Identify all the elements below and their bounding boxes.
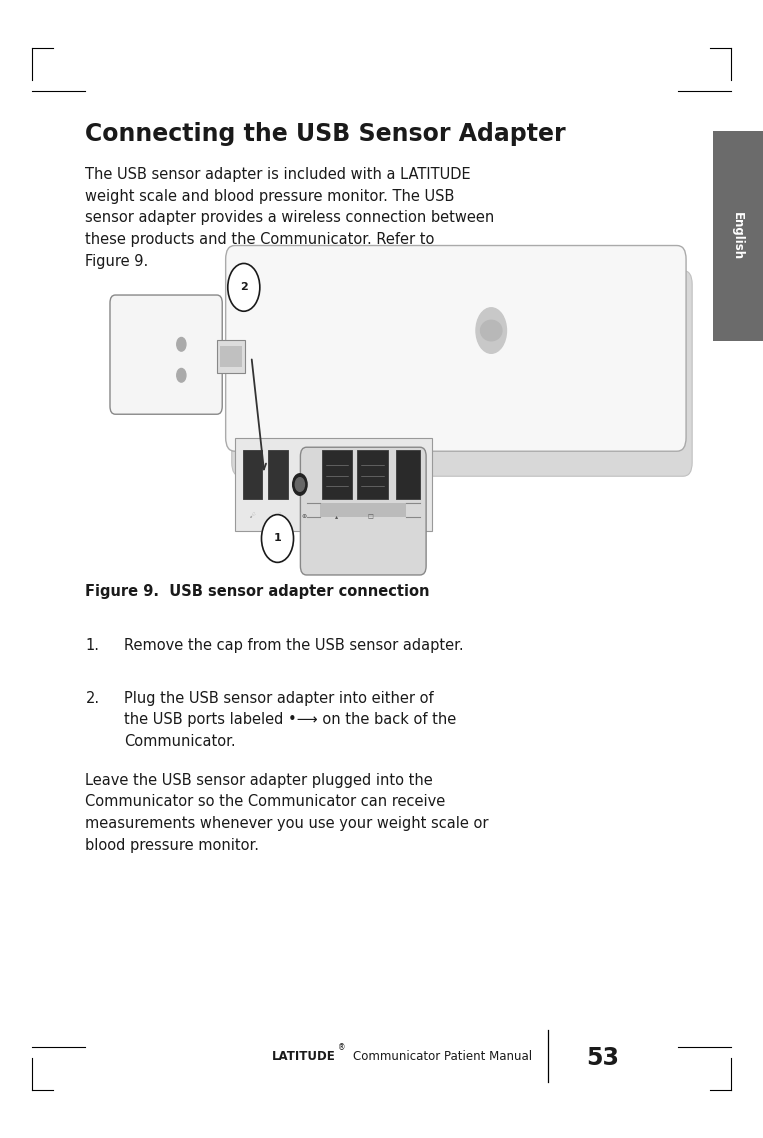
Text: ☄: ☄: [275, 513, 281, 519]
Bar: [321, 450, 352, 498]
Circle shape: [262, 514, 294, 562]
Circle shape: [228, 263, 260, 311]
FancyBboxPatch shape: [232, 271, 692, 476]
Text: The USB sensor adapter is included with a LATITUDE
weight scale and blood pressu: The USB sensor adapter is included with …: [85, 167, 494, 269]
Text: ⊕: ⊕: [301, 514, 307, 519]
Bar: [220, 346, 243, 368]
FancyBboxPatch shape: [226, 246, 686, 452]
Text: 2.: 2.: [85, 691, 100, 706]
Bar: [357, 450, 388, 498]
Circle shape: [293, 473, 307, 495]
Circle shape: [177, 338, 186, 352]
Circle shape: [295, 478, 304, 492]
Text: Remove the cap from the USB sensor adapter.: Remove the cap from the USB sensor adapt…: [124, 638, 464, 653]
Text: ▴: ▴: [335, 514, 338, 519]
Text: Communicator Patient Manual: Communicator Patient Manual: [353, 1049, 532, 1063]
Circle shape: [476, 307, 507, 353]
Text: Plug the USB sensor adapter into either of
the USB ports labeled •⟶ on the back : Plug the USB sensor adapter into either …: [124, 691, 456, 749]
Text: □: □: [368, 514, 374, 519]
Text: 53: 53: [586, 1046, 620, 1071]
Text: 1.: 1.: [85, 638, 99, 653]
Circle shape: [177, 369, 186, 382]
Text: Connecting the USB Sensor Adapter: Connecting the USB Sensor Adapter: [85, 122, 566, 146]
FancyBboxPatch shape: [301, 447, 426, 575]
Text: ®: ®: [338, 1044, 346, 1053]
Bar: [397, 450, 420, 498]
Text: English: English: [731, 212, 745, 261]
Text: ☄: ☄: [250, 513, 256, 519]
Bar: [713, 131, 763, 341]
Text: LATITUDE: LATITUDE: [272, 1049, 336, 1063]
Text: 1: 1: [274, 534, 282, 544]
Bar: [217, 340, 246, 373]
Text: Figure 9.  USB sensor adapter connection: Figure 9. USB sensor adapter connection: [85, 584, 430, 599]
Ellipse shape: [481, 320, 502, 340]
FancyBboxPatch shape: [235, 437, 432, 531]
FancyBboxPatch shape: [110, 295, 222, 414]
Bar: [243, 450, 262, 498]
Text: 2: 2: [240, 282, 248, 292]
Bar: [320, 503, 407, 517]
Bar: [269, 450, 288, 498]
Text: Leave the USB sensor adapter plugged into the
Communicator so the Communicator c: Leave the USB sensor adapter plugged int…: [85, 773, 489, 852]
